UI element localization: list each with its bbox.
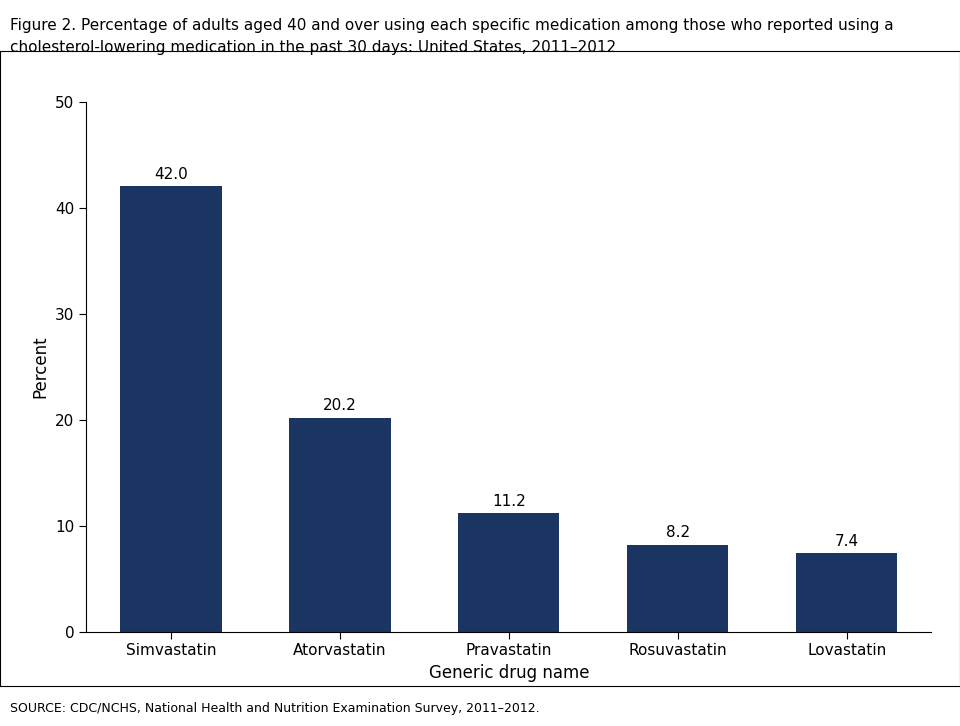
Bar <box>796 553 898 632</box>
Text: 42.0: 42.0 <box>154 167 188 182</box>
Text: 7.4: 7.4 <box>834 534 859 549</box>
Bar <box>120 187 222 632</box>
Text: 20.2: 20.2 <box>323 399 357 413</box>
Bar <box>289 417 391 632</box>
Text: cholesterol-lowering medication in the past 30 days: United States, 2011–2012: cholesterol-lowering medication in the p… <box>10 40 615 55</box>
Bar <box>627 544 729 632</box>
Text: 11.2: 11.2 <box>492 494 526 509</box>
Text: Figure 2. Percentage of adults aged 40 and over using each specific medication a: Figure 2. Percentage of adults aged 40 a… <box>10 18 893 33</box>
Text: 8.2: 8.2 <box>665 526 690 540</box>
Text: SOURCE: CDC/NCHS, National Health and Nutrition Examination Survey, 2011–2012.: SOURCE: CDC/NCHS, National Health and Nu… <box>10 702 540 715</box>
X-axis label: Generic drug name: Generic drug name <box>428 664 589 682</box>
Bar <box>458 513 560 632</box>
Y-axis label: Percent: Percent <box>32 335 50 398</box>
